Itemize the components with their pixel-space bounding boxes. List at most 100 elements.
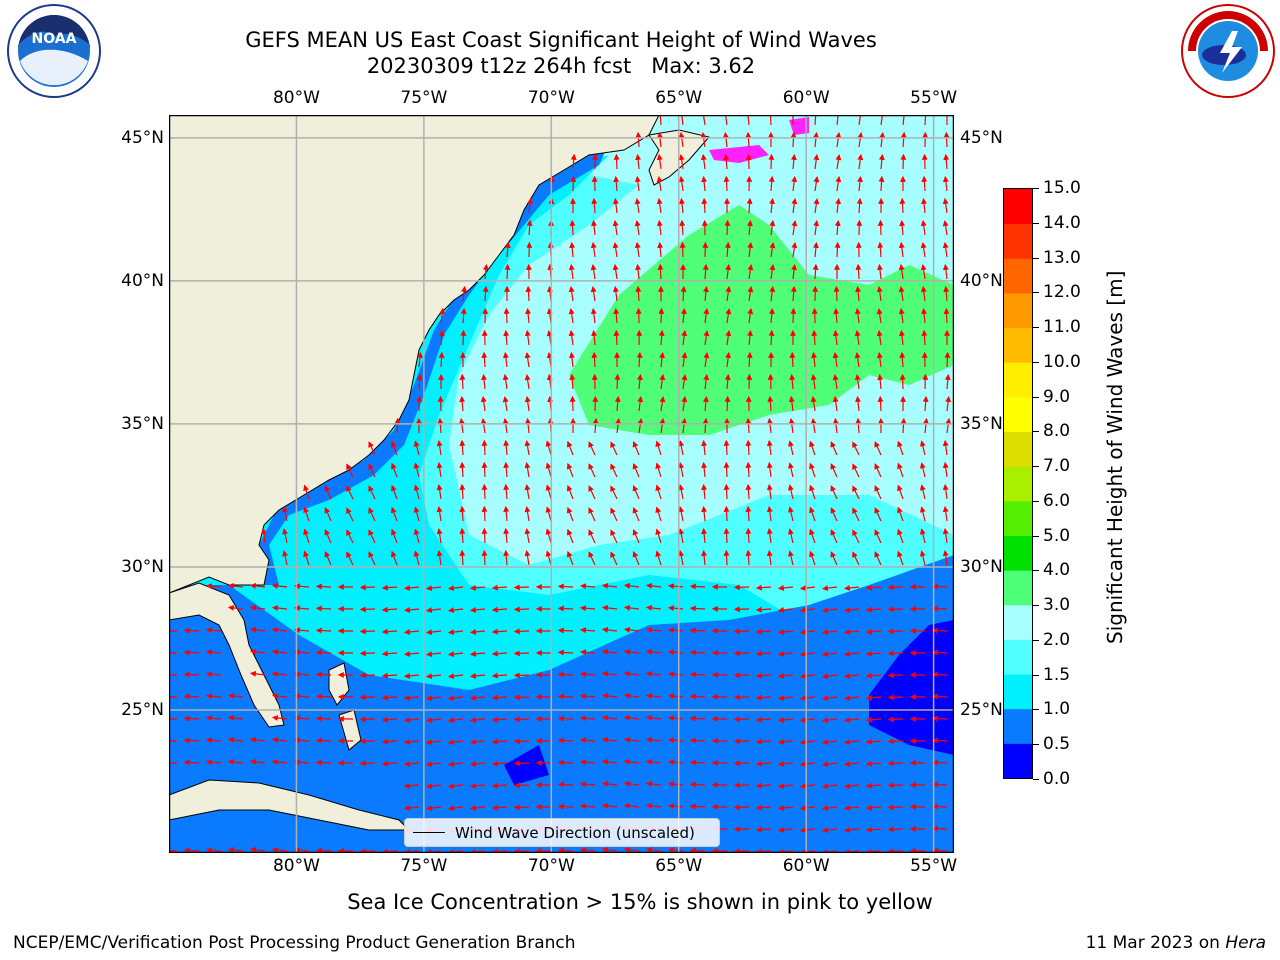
wind-wave-arrow bbox=[566, 440, 574, 456]
wind-wave-arrow bbox=[315, 627, 332, 634]
wind-wave-arrow bbox=[481, 483, 488, 500]
wind-wave-arrow bbox=[491, 804, 508, 811]
wind-wave-arrow bbox=[919, 484, 926, 500]
wind-wave-arrow bbox=[667, 649, 684, 656]
wind-wave-arrow bbox=[667, 847, 684, 853]
colorbar-tick-label: 8.0 bbox=[1043, 421, 1071, 442]
wind-wave-arrow bbox=[623, 736, 640, 743]
wind-wave-arrow bbox=[249, 736, 266, 743]
wind-wave-arrow bbox=[857, 115, 864, 126]
wind-wave-arrow bbox=[656, 197, 663, 214]
wind-wave-arrow bbox=[368, 441, 376, 456]
wind-wave-arrow bbox=[570, 175, 577, 192]
wind-wave-arrow bbox=[645, 582, 662, 589]
wind-wave-arrow bbox=[898, 286, 905, 302]
wind-wave-arrow bbox=[943, 285, 950, 302]
wind-wave-arrow bbox=[425, 651, 442, 658]
wind-wave-arrow bbox=[403, 738, 420, 745]
wind-wave-arrow bbox=[469, 650, 486, 657]
wind-wave-arrow bbox=[931, 605, 948, 612]
wind-wave-arrow bbox=[656, 176, 663, 192]
wind-wave-arrow bbox=[865, 716, 882, 723]
wind-wave-arrow bbox=[634, 198, 641, 214]
wind-wave-arrow bbox=[900, 417, 907, 434]
wind-wave-arrow bbox=[777, 716, 794, 723]
wind-wave-arrow bbox=[830, 507, 838, 522]
wind-wave-arrow bbox=[469, 760, 486, 767]
wind-wave-arrow bbox=[579, 781, 596, 788]
wind-wave-arrow bbox=[482, 285, 489, 302]
wind-wave-arrow bbox=[931, 583, 948, 590]
wind-wave-arrow bbox=[657, 115, 664, 126]
wind-wave-arrow bbox=[766, 417, 773, 434]
wind-wave-arrow bbox=[438, 329, 445, 346]
wind-wave-arrow bbox=[854, 330, 861, 346]
wind-wave-arrow bbox=[502, 373, 509, 390]
wind-wave-arrow bbox=[513, 628, 530, 635]
wind-wave-arrow bbox=[747, 241, 754, 258]
wind-wave-arrow bbox=[865, 804, 882, 811]
wind-wave-arrow bbox=[703, 352, 710, 368]
wind-wave-arrow bbox=[527, 197, 533, 214]
wind-wave-arrow bbox=[722, 131, 729, 148]
wind-wave-arrow bbox=[613, 307, 620, 324]
wind-wave-arrow bbox=[346, 485, 354, 500]
wind-wave-arrow bbox=[855, 263, 862, 280]
wind-wave-arrow bbox=[945, 395, 952, 412]
noaa-logo-text: NOAA bbox=[32, 31, 77, 47]
wind-wave-arrow bbox=[843, 651, 860, 657]
wind-wave-arrow bbox=[931, 781, 948, 788]
wind-wave-arrow bbox=[425, 783, 442, 790]
wind-wave-arrow bbox=[612, 242, 619, 258]
colorbar-tick-label: 0.5 bbox=[1043, 734, 1071, 755]
colorbar-tick-label: 3.0 bbox=[1043, 595, 1071, 616]
wind-wave-arrow bbox=[835, 154, 842, 170]
wind-wave-arrow bbox=[601, 670, 618, 677]
wind-wave-arrow bbox=[227, 692, 244, 699]
wind-wave-arrow bbox=[635, 153, 642, 170]
colorbar-segment bbox=[1004, 223, 1032, 259]
wind-wave-arrow bbox=[755, 716, 772, 723]
wind-wave-arrow bbox=[689, 671, 706, 678]
wind-wave-arrow bbox=[656, 153, 663, 170]
map-gridlines bbox=[169, 115, 954, 853]
wind-wave-arrow bbox=[681, 395, 688, 412]
wind-wave-arrow bbox=[568, 308, 575, 324]
wind-wave-arrow bbox=[678, 115, 685, 126]
wind-wave-arrow bbox=[777, 760, 794, 767]
wind-wave-arrow bbox=[723, 439, 730, 456]
wind-wave-arrow bbox=[832, 417, 839, 434]
wind-wave-arrow bbox=[809, 506, 816, 522]
wind-wave-arrow bbox=[821, 783, 838, 790]
wind-wave-arrow bbox=[623, 758, 640, 765]
colorbar-segment bbox=[1004, 674, 1032, 710]
wind-wave-arrow bbox=[447, 783, 464, 790]
wind-wave-arrow bbox=[524, 484, 531, 500]
wind-wave-arrow bbox=[303, 506, 310, 522]
wind-wave-arrow bbox=[315, 583, 332, 590]
wind-wave-arrow bbox=[855, 285, 862, 302]
wind-wave-arrow bbox=[655, 506, 662, 522]
wind-wave-arrow bbox=[876, 308, 883, 324]
wind-wave-arrow bbox=[491, 606, 508, 613]
colorbar-segment bbox=[1004, 500, 1032, 536]
wind-wave-arrow bbox=[413, 462, 420, 478]
wind-wave-arrow bbox=[821, 607, 838, 614]
wind-wave-arrow bbox=[920, 264, 927, 280]
wind-wave-arrow bbox=[700, 132, 707, 148]
wind-wave-arrow bbox=[755, 826, 772, 833]
wind-wave-arrow bbox=[588, 529, 596, 544]
wind-wave-arrow bbox=[368, 551, 376, 566]
wind-wave-arrow bbox=[755, 782, 772, 789]
wind-wave-arrow bbox=[777, 584, 794, 591]
wind-wave-arrow bbox=[865, 738, 882, 745]
wind-wave-arrow bbox=[459, 439, 466, 456]
wind-wave-arrow bbox=[789, 373, 796, 390]
wind-wave-arrow bbox=[821, 739, 838, 746]
wind-wave-arrow bbox=[755, 804, 772, 811]
wind-wave-arrow bbox=[460, 307, 467, 324]
wind-wave-arrow bbox=[469, 716, 486, 723]
ocean-field-0-0-5m-patch bbox=[504, 745, 549, 785]
wind-wave-arrow bbox=[667, 627, 684, 634]
wind-wave-arrow bbox=[689, 737, 706, 744]
